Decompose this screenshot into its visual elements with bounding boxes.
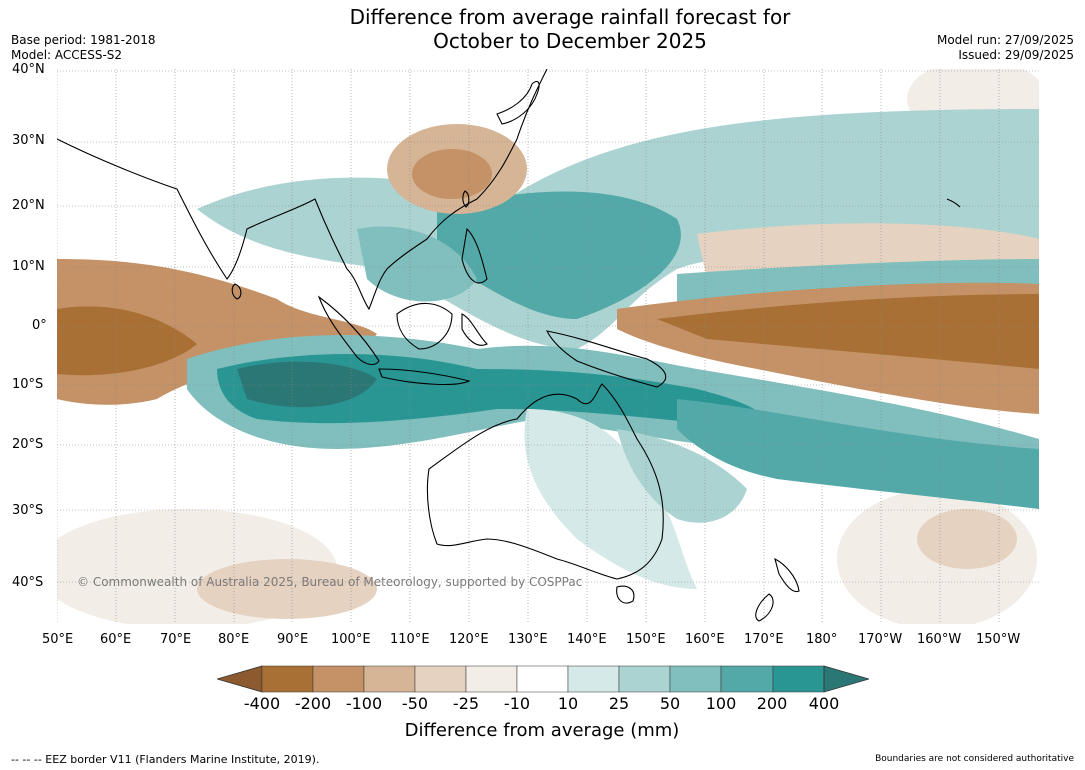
colorbar-bin-11 (772, 665, 825, 693)
model-run-label: Model run: 27/09/2025 (936, 33, 1074, 47)
colorbar-arrow-dry (217, 665, 263, 693)
colorbar (217, 665, 869, 693)
philippines-coastline (461, 227, 488, 284)
lon-label-150e: 150°E (626, 632, 666, 647)
boundaries-disclaimer: Boundaries are not considered authoritat… (875, 754, 1074, 764)
colorbar-arrow-wet (823, 665, 869, 693)
asia-coastline (57, 69, 548, 311)
rainfall-anomaly-shading (57, 69, 1039, 624)
map-title-line2: October to December 2025 (433, 29, 707, 53)
colorbar-title: Difference from average (mm) (404, 720, 680, 741)
colorbar-label-minus-200: -200 (294, 694, 332, 713)
java-coastline (378, 368, 471, 386)
dry-patch-se-indian (197, 559, 377, 619)
lon-label-80e: 80°E (218, 632, 250, 647)
lon-label-120e: 120°E (449, 632, 489, 647)
sulawesi-coastline (461, 313, 488, 346)
new-zealand-north-coastline (774, 557, 800, 593)
japan-coastline (496, 80, 540, 125)
colorbar-label-25: 25 (608, 694, 630, 713)
colorbar-label-50: 50 (659, 694, 681, 713)
lon-label-170w: 170°W (858, 632, 903, 647)
model-label: Model: ACCESS-S2 (11, 48, 123, 62)
colorbar-label-100: 100 (705, 694, 737, 713)
lon-label-140e: 140°E (567, 632, 607, 647)
issued-label: Issued: 29/09/2025 (958, 48, 1074, 62)
lat-label-30s: 30°S (12, 503, 44, 518)
copyright-watermark: © Commonwealth of Australia 2025, Bureau… (77, 575, 582, 589)
colorbar-label-minus-400: -400 (243, 694, 281, 713)
colorbar-label-minus-50: -50 (401, 694, 429, 713)
lon-label-60e: 60°E (100, 632, 132, 647)
wet-region-eastern-australia (524, 409, 697, 589)
lon-label-160w: 160°W (917, 632, 962, 647)
lon-label-110e: 110°E (390, 632, 430, 647)
colorbar-label-10: 10 (557, 694, 579, 713)
taiwan-coastline (462, 190, 470, 208)
lon-label-90e: 90°E (277, 632, 309, 647)
rainfall-anomaly-map: © Commonwealth of Australia 2025, Bureau… (57, 69, 1039, 624)
colorbar-bin-4 (414, 665, 467, 693)
lon-label-130e: 130°E (508, 632, 548, 647)
lat-label-30n: 30°N (12, 133, 45, 148)
colorbar-bin-8 (618, 665, 671, 693)
wet-band-south-pacific (677, 399, 1039, 509)
colorbar-label-minus-10: -10 (503, 694, 531, 713)
australia-coastline (426, 383, 664, 580)
dry-patch-south-pacific-inner (917, 509, 1017, 569)
colorbar-bin-9 (669, 665, 722, 693)
colorbar-label-200: 200 (756, 694, 788, 713)
colorbar-bin-10 (720, 665, 774, 693)
sumatra-coastline (317, 295, 380, 366)
map-title-line1: Difference from average rainfall forecas… (349, 5, 791, 29)
graticule (57, 69, 1039, 624)
dry-core-china (412, 149, 492, 199)
dry-core-equatorial-pacific (657, 294, 1039, 369)
colorbar-bin-7 (567, 665, 620, 693)
lat-label-40n: 40°N (12, 62, 45, 77)
wet-extreme-indian (237, 361, 377, 408)
lat-label-40s: 40°S (12, 575, 44, 590)
lat-label-0: 0° (32, 318, 47, 333)
lat-label-20n: 20°N (12, 198, 45, 213)
colorbar-bin-2 (312, 665, 365, 693)
new-guinea-coastline (546, 330, 667, 388)
colorbar-label-minus-25: -25 (452, 694, 480, 713)
colorbar-bin-3 (363, 665, 416, 693)
lon-label-100e: 100°E (331, 632, 371, 647)
lon-label-160e: 160°E (685, 632, 725, 647)
colorbar-bin-1 (261, 665, 314, 693)
lon-label-50e: 50°E (42, 632, 74, 647)
colorbar-label-400: 400 (808, 694, 840, 713)
colorbar-bin-6 (516, 665, 569, 693)
wet-region-coral-sea (617, 429, 747, 523)
lat-label-10s: 10°S (12, 377, 44, 392)
lat-label-10n: 10°N (12, 259, 45, 274)
dry-core-western-indian (57, 306, 197, 376)
sri-lanka-coastline (231, 283, 242, 300)
lon-label-150w: 150°W (976, 632, 1021, 647)
borneo-coastline (396, 302, 453, 350)
coastlines (57, 69, 961, 622)
wet-core-philippine-sea (437, 191, 681, 319)
colorbar-bin-5 (465, 665, 518, 693)
colorbar-label-minus-100: -100 (345, 694, 383, 713)
new-zealand-south-coastline (755, 593, 774, 622)
lon-label-180: 180° (806, 632, 838, 647)
lon-label-70e: 70°E (160, 632, 192, 647)
lon-label-170e: 170°E (744, 632, 784, 647)
eez-footnote: -- -- -- EEZ border V11 (Flanders Marine… (11, 753, 320, 766)
tasmania-coastline (616, 585, 635, 604)
wet-core-south-china-sea (357, 226, 477, 302)
base-period-label: Base period: 1981-2018 (11, 33, 156, 47)
lat-label-20s: 20°S (12, 437, 44, 452)
hawaii-coastline (946, 198, 961, 208)
